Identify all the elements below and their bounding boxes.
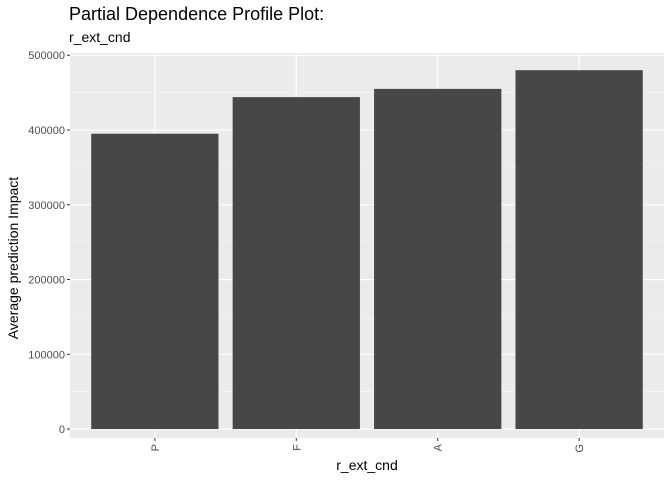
bar-P (91, 133, 219, 430)
bar-G (515, 70, 643, 430)
x-tick-label: A (433, 443, 445, 451)
chart-subtitle: r_ext_cnd (69, 29, 130, 45)
bar-A (374, 88, 502, 430)
y-tick-label: 200000 (28, 275, 65, 287)
y-tick-label: 500000 (28, 50, 65, 62)
y-tick-label: 100000 (28, 349, 65, 361)
x-tick-label: P (150, 444, 162, 451)
chart-title: Partial Dependence Profile Plot: (69, 4, 324, 24)
y-tick-label: 400000 (28, 125, 65, 137)
x-tick-label: F (291, 444, 303, 451)
y-tick-label: 300000 (28, 200, 65, 212)
y-tick-label: 0 (59, 424, 65, 436)
bar-F (232, 97, 360, 430)
x-tick-label: G (574, 444, 586, 453)
x-axis-title: r_ext_cnd (336, 457, 397, 473)
bars (91, 70, 643, 430)
y-axis-title: Average prediction Impact (5, 177, 21, 339)
y-axis: 0 100000 200000 300000 400000 500000 (28, 50, 70, 436)
